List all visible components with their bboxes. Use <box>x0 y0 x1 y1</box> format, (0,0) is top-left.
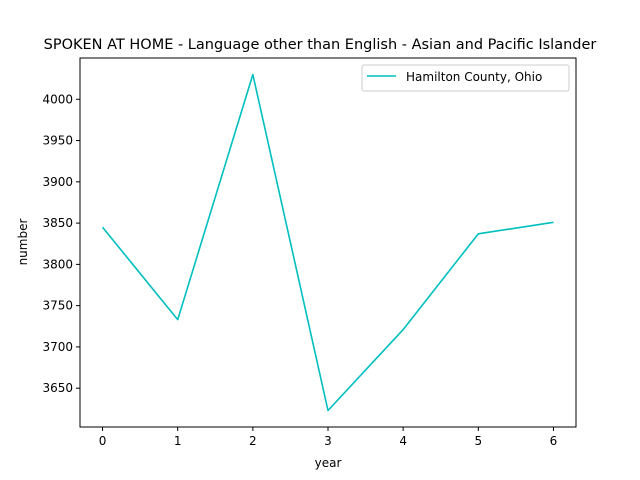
y-tick-label: 3900 <box>42 175 73 189</box>
y-tick-label: 4000 <box>42 92 73 106</box>
legend-box <box>361 64 570 92</box>
x-tick-label: 4 <box>399 434 407 448</box>
x-tick-label: 2 <box>249 434 257 448</box>
x-tick-label: 6 <box>550 434 558 448</box>
x-axis: 0 1 2 3 4 5 6 <box>99 427 558 448</box>
plot-frame <box>79 57 577 428</box>
x-tick-label: 0 <box>99 434 107 448</box>
x-tick-label: 5 <box>474 434 482 448</box>
series-layer <box>101 73 554 412</box>
y-axis: 3650 3700 3750 3800 3850 3900 3950 4000 <box>42 92 80 395</box>
chart-title: SPOKEN AT HOME - Language other than Eng… <box>44 37 597 53</box>
y-tick-label: 3750 <box>42 299 73 313</box>
legend-label: Hamilton County, Ohio <box>406 70 542 84</box>
y-tick-label: 3700 <box>42 340 73 354</box>
y-tick-label: 3850 <box>42 216 73 230</box>
legend: Hamilton County, Ohio <box>361 64 570 92</box>
series-line <box>101 73 554 412</box>
x-axis-label: year <box>315 456 342 470</box>
x-tick-label: 3 <box>324 434 332 448</box>
y-axis-label: number <box>16 219 30 266</box>
x-tick-label: 1 <box>174 434 182 448</box>
y-tick-label: 3800 <box>42 257 73 271</box>
plot-area <box>79 57 577 428</box>
y-tick-label: 3650 <box>42 381 73 395</box>
y-tick-label: 3950 <box>42 134 73 148</box>
